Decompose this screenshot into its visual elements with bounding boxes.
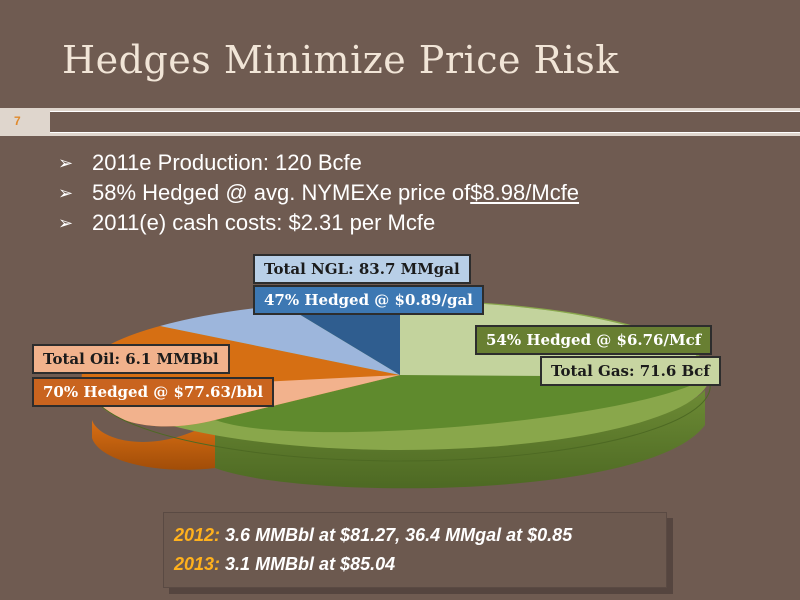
rule-line-bottom — [50, 132, 800, 133]
gas-hedged-label: 54% Hedged @ $6.76/Mcf — [475, 325, 713, 355]
ngl-total-label: Total NGL: 83.7 MMgal — [253, 254, 471, 284]
bullet-arrow-icon: ➢ — [58, 213, 74, 233]
title-rule: 7 — [0, 108, 800, 136]
hedge-note-box: 2012: 3.6 MMBbl at $81.27, 36.4 MMgal at… — [163, 512, 667, 588]
bullet-production-text: 2011e Production: 120 Bcfe — [92, 150, 362, 175]
slide-number: 7 — [14, 114, 21, 128]
bullet-production: ➢ 2011e Production: 120 Bcfe — [58, 148, 579, 178]
note-year-2013: 2013: — [174, 554, 221, 574]
bullet-hedged: ➢ 58% Hedged @ avg. NYMEXe price of $8.9… — [58, 178, 579, 208]
note-year-2012: 2012: — [174, 525, 221, 545]
pie-slice-ngl-light — [160, 305, 400, 375]
bullet-cash-costs-text: 2011(e) cash costs: $2.31 per Mcfe — [92, 210, 436, 235]
bullet-cash-costs: ➢ 2011(e) cash costs: $2.31 per Mcfe — [58, 208, 579, 238]
bullet-hedged-highlight: $8.98/Mcfe — [470, 180, 580, 205]
note-text-2013: 3.1 MMBbl at $85.04 — [220, 554, 396, 574]
note-line-2012: 2012: 3.6 MMBbl at $81.27, 36.4 MMgal at… — [174, 521, 656, 550]
bullet-hedged-text: 58% Hedged @ avg. NYMEXe price of — [92, 180, 471, 205]
oil-hedged-label: 70% Hedged @ $77.63/bbl — [32, 377, 275, 407]
bullet-list: ➢ 2011e Production: 120 Bcfe ➢ 58% Hedge… — [58, 148, 579, 238]
note-line-2013: 2013: 3.1 MMBbl at $85.04 — [174, 550, 656, 579]
oil-total-label: Total Oil: 6.1 MMBbl — [32, 344, 230, 374]
gas-total-label: Total Gas: 71.6 Bcf — [540, 356, 721, 386]
bullet-arrow-icon: ➢ — [58, 183, 74, 203]
ngl-hedged-label: 47% Hedged @ $0.89/gal — [253, 285, 484, 315]
rule-main — [50, 112, 800, 132]
pie-slice-ngl-dark — [284, 300, 400, 375]
bullet-arrow-icon: ➢ — [58, 153, 74, 173]
note-text-2012: 3.6 MMBbl at $81.27, 36.4 MMgal at $0.85 — [220, 525, 573, 545]
pie-slice-edge — [91, 376, 711, 462]
pie-side-orange — [92, 420, 215, 470]
slide-title: Hedges Minimize Price Risk — [62, 38, 619, 82]
rule-line-top — [50, 111, 800, 112]
